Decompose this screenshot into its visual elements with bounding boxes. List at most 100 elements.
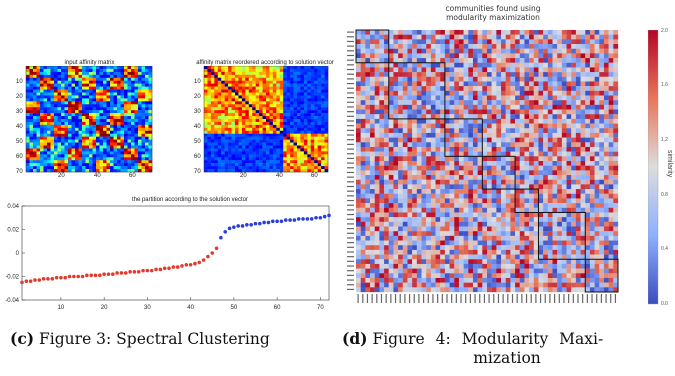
affinity-cell: [141, 98, 146, 102]
modularity-cell: [482, 189, 488, 194]
modularity-cell: [547, 76, 553, 82]
reordered-cell: [279, 80, 284, 84]
reordered-cell: [228, 121, 232, 126]
modularity-cell: [379, 72, 385, 77]
reordered-cell: [324, 66, 329, 70]
affinity-cell: [82, 71, 86, 76]
reordered-cell: [307, 113, 311, 117]
modularity-cell: [496, 146, 502, 152]
reordered-cell: [300, 110, 305, 114]
reordered-cell: [269, 74, 274, 78]
affinity-cell: [124, 157, 128, 161]
reordered-cell: [269, 116, 274, 120]
modularity-cell: [571, 161, 577, 166]
reordered-cell: [207, 113, 212, 117]
modularity-cell: [487, 53, 492, 59]
reordered-cell: [300, 104, 305, 108]
modularity-cell: [571, 72, 577, 77]
modularity-cell: [379, 151, 385, 157]
scatter-x-axis: 10 20 30 40 50 60 70: [58, 297, 324, 311]
modularity-cell: [458, 151, 464, 157]
modularity-cell: [580, 53, 586, 59]
reordered-cell: [300, 157, 305, 161]
reordered-cell: [221, 127, 225, 131]
modularity-cell: [515, 100, 520, 106]
scatter-point: [54, 275, 59, 280]
modularity-cell: [571, 58, 577, 63]
affinity-cell: [96, 71, 100, 76]
modularity-cell: [370, 193, 375, 199]
modularity-cell: [477, 203, 483, 208]
modularity-cell: [402, 156, 408, 162]
modularity-cell: [416, 39, 422, 45]
modularity-cell: [454, 151, 460, 157]
node-label-mark: [437, 294, 439, 303]
affinity-cell: [127, 154, 132, 158]
affinity-cell: [134, 95, 139, 99]
affinity-cell: [57, 66, 62, 70]
modularity-cell: [407, 170, 413, 176]
reordered-cell: [279, 130, 284, 134]
affinity-cell: [145, 86, 149, 90]
modularity-cell: [379, 128, 385, 134]
modularity-cell: [571, 146, 577, 152]
modularity-cell: [589, 146, 595, 152]
modularity-cell: [398, 30, 403, 35]
reordered-cell: [241, 166, 246, 170]
affinity-cell: [82, 139, 86, 143]
reordered-cell: [221, 116, 225, 120]
affinity-cell: [82, 113, 86, 117]
reordered-cell: [207, 89, 212, 93]
modularity-cell: [468, 86, 474, 91]
reordered-cell: [262, 124, 267, 129]
affinity-cell: [113, 98, 118, 102]
reordered-cell: [221, 104, 225, 108]
reordered-cell: [238, 77, 243, 81]
node-label-mark: [347, 36, 354, 38]
reordered-cell: [300, 89, 305, 93]
affinity-cell: [134, 127, 139, 131]
modularity-cell: [566, 62, 572, 68]
modularity-cell: [393, 76, 399, 82]
affinity-cell: [131, 104, 135, 108]
affinity-cell: [148, 157, 153, 161]
reordered-cell: [224, 139, 229, 143]
modularity-cell: [505, 146, 511, 152]
reordered-cell: [238, 110, 243, 114]
modularity-cell: [421, 156, 427, 162]
modularity-cell: [468, 137, 474, 143]
modularity-cell: [491, 62, 497, 68]
affinity-cell: [36, 89, 41, 93]
modularity-cell: [561, 109, 567, 115]
modularity-cell: [388, 151, 394, 157]
modularity-cell: [365, 142, 371, 148]
modularity-cell: [384, 137, 389, 143]
reordered-cell: [245, 169, 249, 173]
reordered-cell: [286, 127, 291, 131]
modularity-cell: [468, 165, 474, 171]
modularity-cell: [561, 175, 567, 180]
modularity-cell: [524, 128, 530, 134]
affinity-cell: [85, 163, 90, 167]
affinity-cell: [75, 163, 79, 167]
modularity-cell: [575, 137, 581, 143]
affinity-cell: [127, 133, 132, 137]
affinity-cell: [106, 160, 111, 164]
modularity-cell: [398, 90, 403, 96]
scatter-point: [111, 272, 115, 276]
reordered-cell: [231, 74, 236, 78]
affinity-cell: [92, 104, 97, 108]
modularity-cell: [557, 137, 563, 143]
affinity-cell: [127, 92, 132, 96]
reordered-cell: [300, 71, 305, 76]
modularity-cell: [379, 189, 385, 194]
reordered-cell: [204, 107, 208, 111]
affinity-cell: [57, 77, 62, 81]
reordered-cell: [303, 68, 308, 73]
node-label-mark: [427, 294, 429, 303]
modularity-cell: [458, 146, 464, 152]
reordered-cell: [314, 119, 318, 123]
affinity-cell: [148, 66, 153, 70]
reordered-cell: [310, 127, 315, 131]
modularity-cell: [491, 184, 497, 190]
